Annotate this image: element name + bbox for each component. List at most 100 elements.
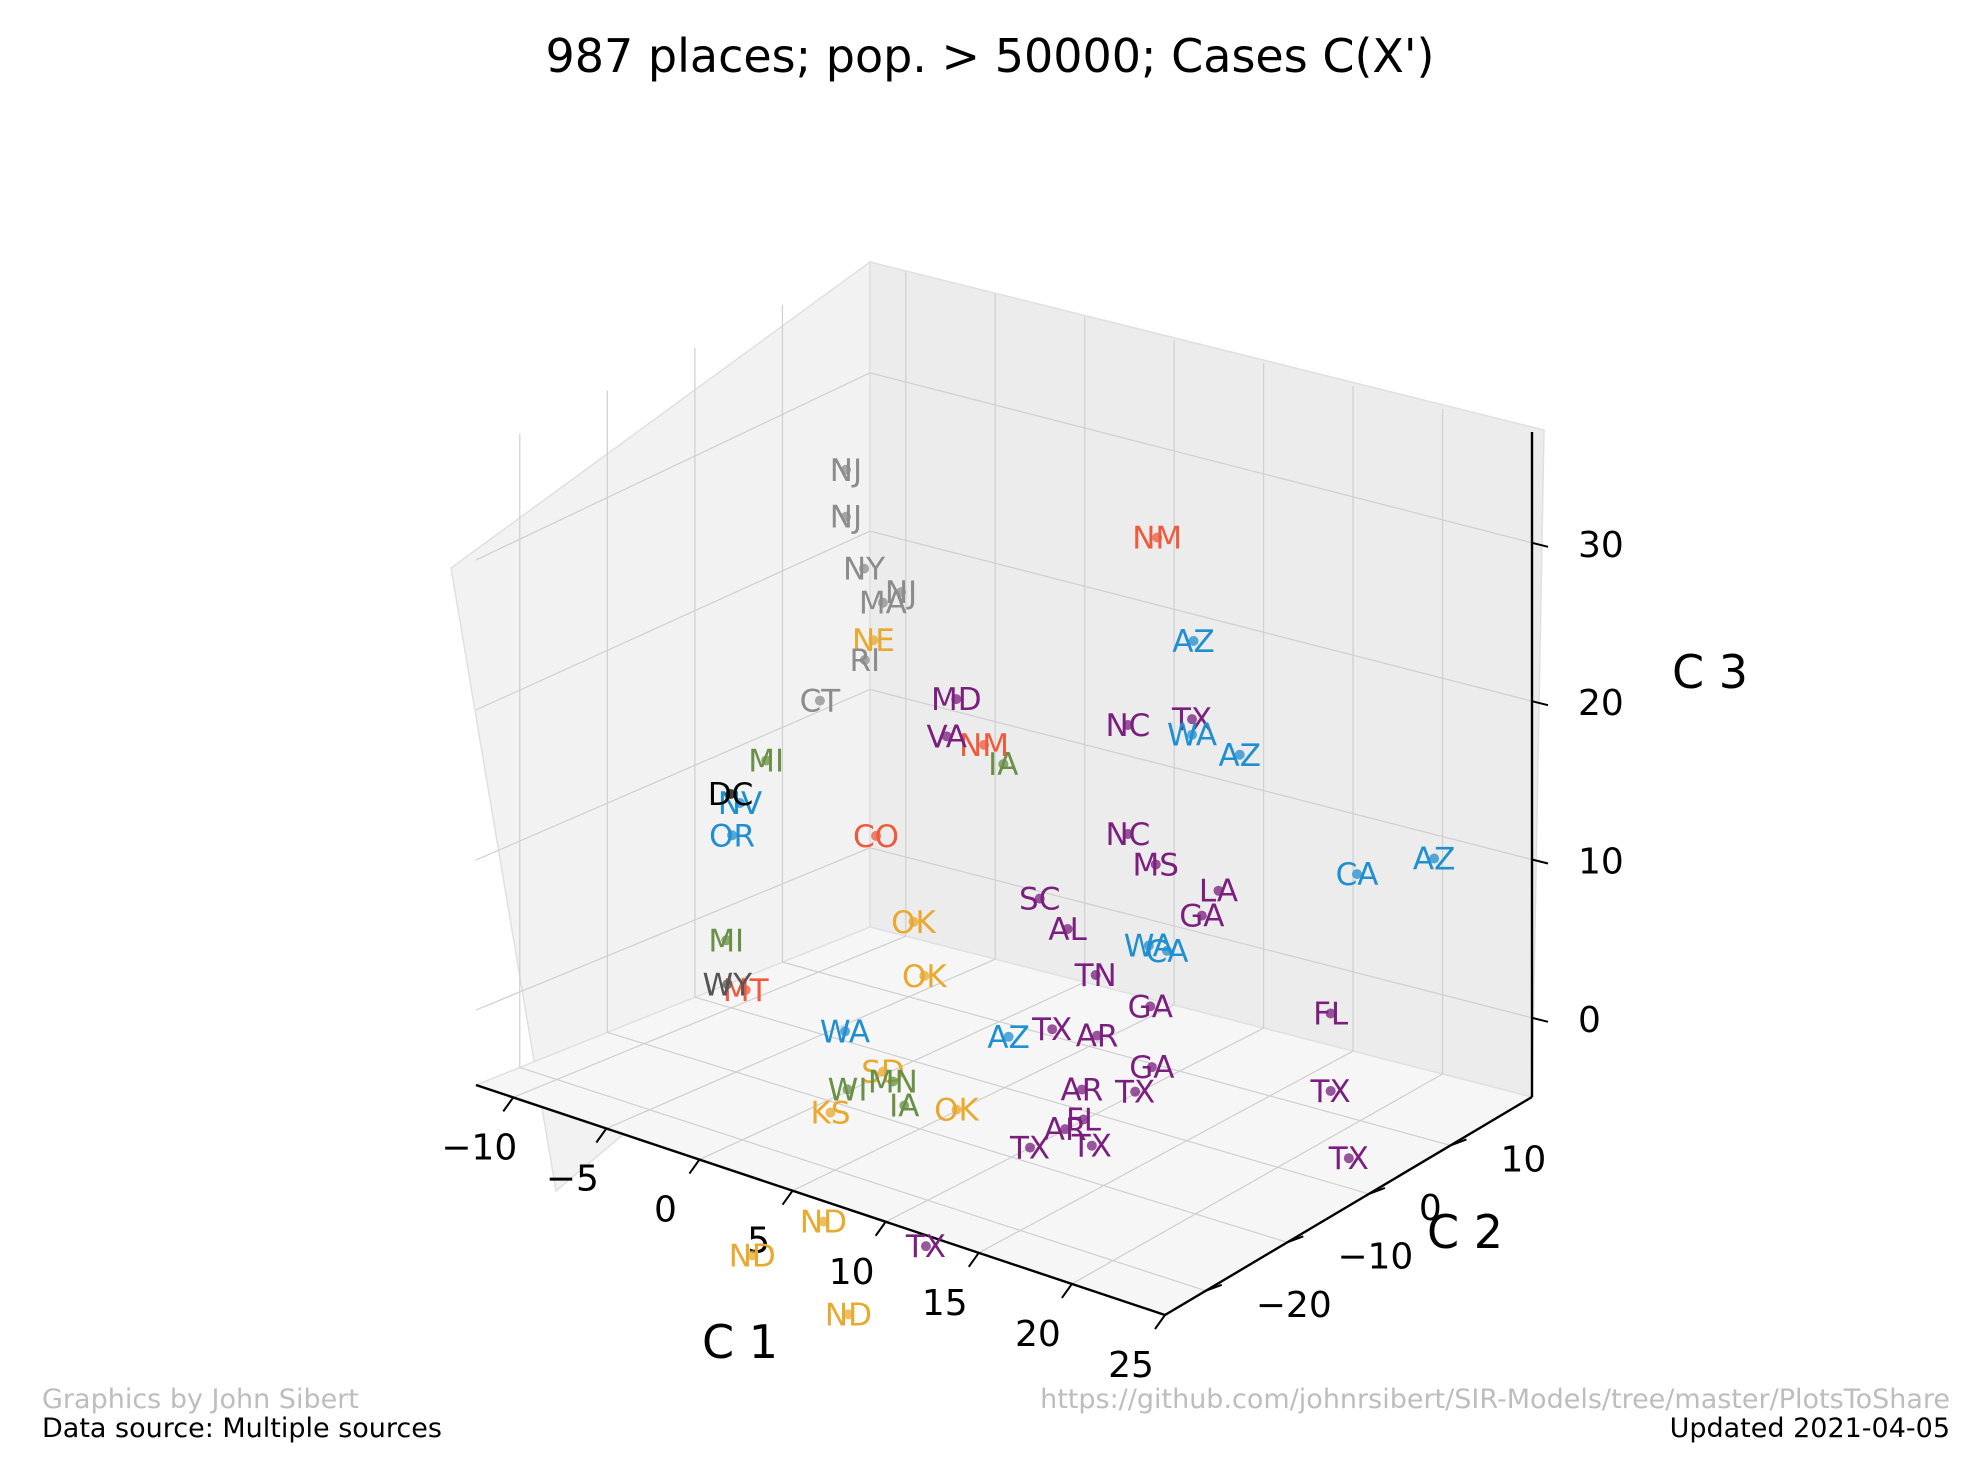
data-point bbox=[979, 739, 990, 750]
data-point-label: NE bbox=[852, 623, 895, 659]
grid-line-x-floor bbox=[792, 1004, 1175, 1192]
data-point bbox=[727, 830, 738, 841]
data-point bbox=[871, 830, 882, 841]
data-point-label: AL bbox=[1048, 912, 1087, 948]
x-tick bbox=[595, 1127, 608, 1144]
data-point bbox=[761, 755, 772, 766]
data-point bbox=[721, 935, 732, 946]
x-tick-label: 25 bbox=[1108, 1345, 1154, 1386]
y-tick-label: 0 bbox=[1419, 1188, 1442, 1229]
z-tick-label: 30 bbox=[1578, 525, 1624, 566]
data-point-label: TX bbox=[1328, 1141, 1369, 1177]
x-tick bbox=[1061, 1283, 1073, 1299]
data-point bbox=[951, 1104, 962, 1115]
data-point-label: TX bbox=[1071, 1129, 1112, 1165]
x-tick bbox=[1154, 1314, 1166, 1330]
z-tick bbox=[1531, 858, 1549, 865]
data-point-label: WA bbox=[820, 1014, 870, 1050]
data-point-label: KS bbox=[811, 1096, 851, 1132]
data-point bbox=[887, 1076, 898, 1087]
data-point bbox=[1213, 885, 1224, 896]
z-axis-label: C 3 bbox=[1672, 645, 1748, 699]
data-point-label: MI bbox=[748, 743, 784, 779]
data-point-label: MN bbox=[868, 1064, 918, 1100]
data-point-label: ND bbox=[825, 1297, 872, 1333]
data-point-label: AR bbox=[1076, 1019, 1119, 1055]
data-point-label: TX bbox=[905, 1229, 946, 1265]
data-point bbox=[877, 597, 888, 608]
data-point-label: OK bbox=[934, 1093, 979, 1129]
footer-credit: Graphics by John Sibert bbox=[42, 1384, 359, 1415]
data-point-label: NY bbox=[843, 552, 885, 588]
data-point bbox=[951, 694, 962, 705]
grid-line-x-floor bbox=[1071, 1073, 1443, 1285]
data-point bbox=[878, 1066, 889, 1077]
grid-line-z-left bbox=[475, 688, 871, 861]
data-point-label: AZ bbox=[1172, 624, 1214, 660]
data-point-label: WA bbox=[1167, 718, 1217, 754]
data-point bbox=[1150, 859, 1161, 870]
grid-line-y-floor bbox=[607, 1031, 1288, 1243]
x-tick bbox=[781, 1190, 794, 1206]
data-point bbox=[1152, 532, 1163, 543]
grid-line-y-floor bbox=[694, 996, 1370, 1195]
z-tick-label: 20 bbox=[1578, 683, 1624, 724]
data-point-label: FL bbox=[1313, 996, 1349, 1032]
x-tick bbox=[874, 1221, 887, 1237]
data-point-label: RI bbox=[849, 643, 880, 679]
grid-line-x-floor bbox=[978, 1050, 1354, 1254]
data-point-label: WY bbox=[703, 967, 753, 1003]
chart-title: 987 places; pop. > 50000; Cases C(X') bbox=[545, 29, 1434, 83]
data-point bbox=[895, 587, 906, 598]
data-point-label: AR bbox=[1061, 1073, 1104, 1109]
y-tick-label: −20 bbox=[1256, 1285, 1332, 1326]
data-point-label: TX bbox=[1031, 1012, 1072, 1048]
x-tick-label: −5 bbox=[546, 1159, 599, 1200]
y-tick bbox=[1450, 1138, 1467, 1147]
z-tick bbox=[1531, 700, 1549, 707]
data-point-label: WI bbox=[828, 1072, 868, 1108]
data-point-label: OK bbox=[902, 959, 947, 995]
panes bbox=[450, 260, 1545, 1316]
grid-line-z-back bbox=[869, 847, 1533, 1019]
y-axis-line bbox=[1164, 1095, 1533, 1317]
data-point-label: MS bbox=[1133, 847, 1179, 883]
z-tick bbox=[1531, 541, 1549, 548]
grid-line-z-back bbox=[869, 530, 1533, 702]
data-point bbox=[868, 635, 879, 646]
data-point bbox=[814, 695, 825, 706]
data-point bbox=[1343, 1153, 1354, 1164]
data-point bbox=[1047, 1024, 1058, 1035]
x-tick-label: −10 bbox=[441, 1127, 517, 1168]
data-point bbox=[899, 1100, 910, 1111]
data-point-label: LA bbox=[1199, 874, 1238, 910]
grid-line-x-floor bbox=[606, 958, 996, 1130]
x-axis-label: C 1 bbox=[702, 1315, 778, 1369]
x-tick-label: 20 bbox=[1015, 1314, 1061, 1355]
grid-line-x-floor bbox=[699, 981, 1085, 1161]
data-point bbox=[1188, 636, 1199, 647]
grid-line-z-back bbox=[869, 688, 1533, 861]
data-point bbox=[840, 511, 851, 522]
data-point-label: ND bbox=[800, 1205, 847, 1241]
data-point-label: NM bbox=[959, 728, 1009, 764]
y-tick-label: −10 bbox=[1337, 1236, 1413, 1277]
x-tick-label: 10 bbox=[829, 1252, 875, 1293]
grid-line-z-left bbox=[475, 372, 871, 561]
data-point bbox=[1122, 720, 1133, 731]
data-point bbox=[1234, 749, 1245, 760]
grid-line-z-back bbox=[869, 372, 1533, 544]
data-point bbox=[859, 563, 870, 574]
data-point-label: AZ bbox=[987, 1020, 1029, 1056]
data-point-label: GA bbox=[1129, 1050, 1174, 1086]
data-point-label: MI bbox=[708, 923, 744, 959]
x-tick bbox=[967, 1252, 980, 1268]
footer-updated: Updated 2021-04-05 bbox=[1669, 1413, 1950, 1444]
grid-line-z-left bbox=[475, 530, 871, 711]
data-point bbox=[998, 759, 1009, 770]
data-point bbox=[1187, 729, 1198, 740]
data-point-label: MD bbox=[931, 682, 982, 718]
data-point bbox=[740, 984, 751, 995]
data-point-label: CA bbox=[1146, 934, 1189, 970]
